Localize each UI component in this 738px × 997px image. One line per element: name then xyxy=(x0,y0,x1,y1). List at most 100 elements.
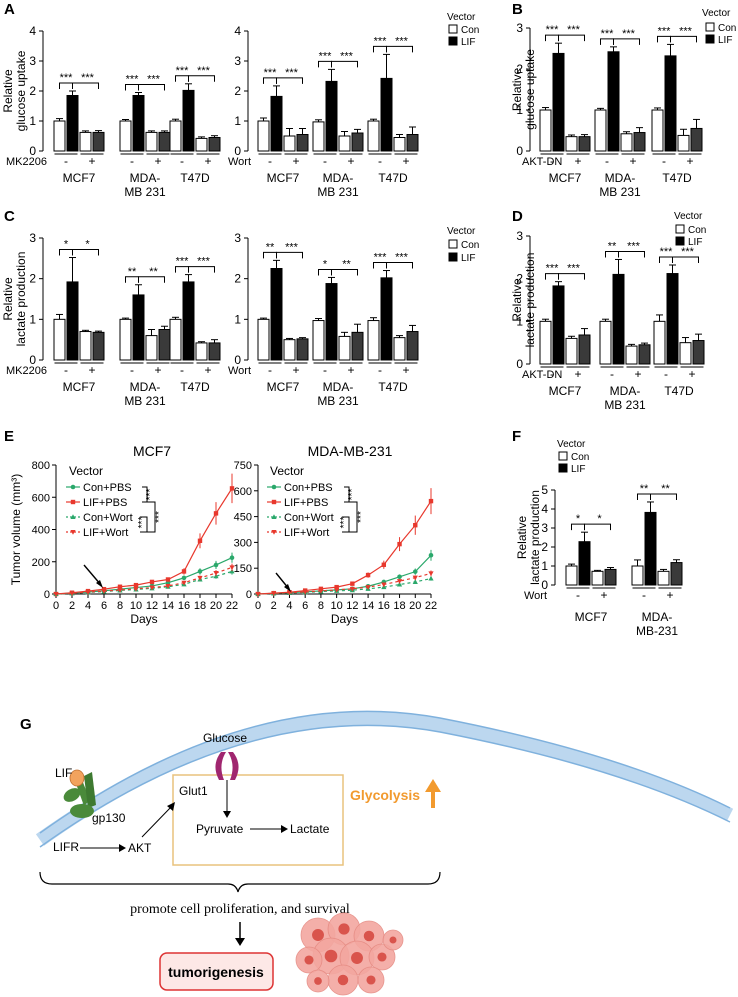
treatment-label: MK2206 xyxy=(6,365,47,377)
sig-label: *** xyxy=(567,263,581,275)
tumorigenesis-box xyxy=(159,952,274,991)
y-axis-label: Relativelactate production xyxy=(1,252,28,347)
lif-label: LIF xyxy=(55,766,72,780)
group-label-line: MB-231 xyxy=(636,624,678,638)
legend-c-vector: Vector xyxy=(447,226,476,237)
bar xyxy=(604,568,617,586)
data-point xyxy=(70,514,76,519)
group-label: MCF7 xyxy=(267,380,300,394)
treatment-sign: + xyxy=(154,154,161,168)
bar xyxy=(283,135,296,152)
y-axis-label: Tumor volume (mm³) xyxy=(9,474,23,586)
treatment-sign: + xyxy=(154,363,161,377)
y-tick-label: 750 xyxy=(234,460,252,472)
treatment-label: AKT-DN xyxy=(522,369,562,381)
data-point xyxy=(271,514,277,519)
glucose-arrow-head xyxy=(223,811,231,818)
akt-label: AKT xyxy=(128,841,152,855)
treatment-sign: + xyxy=(347,154,354,168)
bar xyxy=(79,331,92,361)
legend-b-lif: LIF xyxy=(718,35,732,46)
bar xyxy=(270,95,283,152)
y-tick-label: 2 xyxy=(29,84,36,98)
treatment-sign: + xyxy=(634,367,641,381)
y-tick-label: 600 xyxy=(234,486,252,498)
y-tick-label: 3 xyxy=(234,54,241,68)
sig-label: ** xyxy=(342,258,351,270)
treatment-sign: - xyxy=(323,154,327,168)
sig-label: *** xyxy=(339,517,350,529)
sig-bracket xyxy=(188,266,215,273)
treatment-label: Wort xyxy=(228,365,251,377)
y-tick-label: 2 xyxy=(516,62,523,76)
chart-title: MCF7 xyxy=(133,443,171,459)
group-label-line: MCF7 xyxy=(575,610,608,624)
bar xyxy=(182,89,195,152)
y-tick-label: 5 xyxy=(541,483,548,497)
sig-label: *** xyxy=(197,256,211,268)
sig-label: * xyxy=(64,239,69,251)
bar xyxy=(53,318,66,361)
data-point xyxy=(255,592,261,597)
y-tick-label: 3 xyxy=(516,229,523,243)
bar xyxy=(690,127,703,152)
sig-label: *** xyxy=(601,28,615,40)
y-axis-label: Relativelactate production xyxy=(515,490,542,585)
group-label-line: MDA- xyxy=(610,384,641,398)
data-point xyxy=(197,575,203,581)
series-line xyxy=(257,554,432,595)
legend-f-lif-swatch xyxy=(558,463,568,473)
treatment-sign: + xyxy=(292,154,299,168)
sig-bracket xyxy=(650,493,677,500)
group-label-line: MDA- xyxy=(323,380,354,394)
sig-bracket xyxy=(386,262,413,269)
sig-label: * xyxy=(323,258,328,270)
group-label: MCF7 xyxy=(575,610,608,624)
bar xyxy=(607,51,620,152)
sig-label: *** xyxy=(176,256,190,268)
data-point xyxy=(334,584,339,590)
akt-glut1-arrow-head xyxy=(167,802,175,811)
bar xyxy=(132,294,145,361)
x-axis-label: Days xyxy=(331,612,358,626)
sig-label: *** xyxy=(627,240,641,252)
y-tick-label: 1 xyxy=(234,312,241,326)
legend-title: Vector xyxy=(69,464,103,478)
treatment-sign: - xyxy=(180,154,184,168)
sig-bracket xyxy=(276,77,303,84)
bar xyxy=(92,131,105,152)
bar xyxy=(670,562,683,586)
y-tick-label: 4 xyxy=(541,502,548,516)
data-point xyxy=(70,484,76,490)
treatment-sign: - xyxy=(605,154,609,168)
data-point xyxy=(350,581,355,586)
treatment-sign: + xyxy=(574,367,581,381)
bar xyxy=(565,337,578,365)
tumor-cell-nucleus xyxy=(366,975,376,985)
data-point xyxy=(229,486,235,491)
bar xyxy=(66,281,79,361)
sig-label: *** xyxy=(679,25,693,37)
y-tick-label: 0 xyxy=(246,589,252,601)
x-tick-label: 22 xyxy=(226,600,238,612)
bar xyxy=(380,77,393,152)
x-axis-label: Days xyxy=(130,612,157,626)
y-tick-label: 0 xyxy=(234,144,241,158)
bar xyxy=(132,95,145,152)
group-label-line: MDA- xyxy=(130,171,161,185)
y-tick-label: 2 xyxy=(516,272,523,286)
sig-label: *** xyxy=(154,511,165,523)
legend-label: Con+Wort xyxy=(284,512,334,524)
bar xyxy=(633,132,646,152)
sig-bracket xyxy=(72,249,99,256)
y-tick-label: 1 xyxy=(516,103,523,117)
y-axis-label-line: Relative xyxy=(510,278,524,322)
treatment-sign: - xyxy=(130,154,134,168)
sig-bracket xyxy=(558,273,585,280)
sig-label: *** xyxy=(622,28,636,40)
treatment-sign: + xyxy=(688,367,695,381)
sig-label: ** xyxy=(608,240,617,252)
bar xyxy=(594,109,607,152)
bar xyxy=(158,131,171,152)
